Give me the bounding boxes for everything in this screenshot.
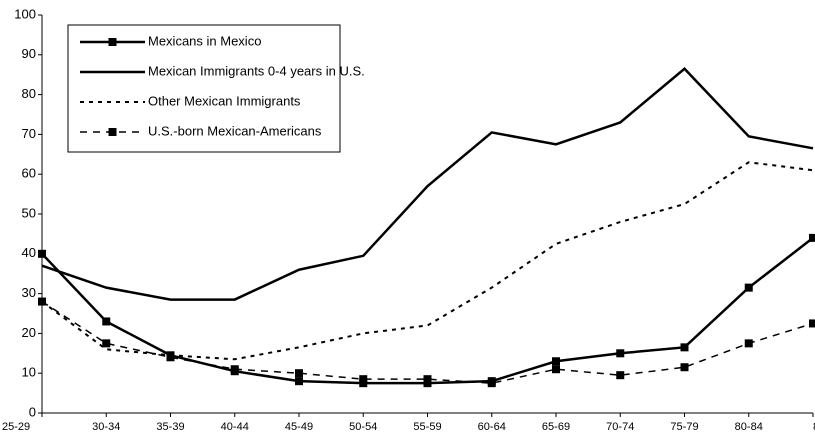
marker bbox=[744, 339, 753, 348]
x-tick-label: 60-64 bbox=[478, 421, 506, 433]
series-line bbox=[41, 67, 814, 301]
y-tick-label: 50 bbox=[22, 205, 36, 220]
y-tick-label: 80 bbox=[22, 86, 36, 101]
marker bbox=[230, 365, 239, 374]
legend-marker bbox=[108, 38, 117, 46]
marker bbox=[423, 375, 432, 384]
marker bbox=[809, 233, 815, 242]
marker bbox=[616, 371, 625, 380]
x-tick-label: 80-84 bbox=[735, 421, 763, 433]
marker bbox=[38, 249, 46, 258]
x-tick-label: 30-34 bbox=[92, 421, 120, 433]
y-tick-label: 60 bbox=[22, 166, 36, 181]
legend-label: Mexicans in Mexico bbox=[148, 33, 261, 48]
y-tick-label: 90 bbox=[22, 46, 36, 61]
marker bbox=[552, 365, 560, 374]
series-line bbox=[41, 161, 814, 361]
legend-label: Other Mexican Immigrants bbox=[148, 93, 301, 108]
marker bbox=[38, 297, 46, 306]
y-tick-label: 40 bbox=[22, 245, 36, 260]
marker bbox=[809, 319, 815, 328]
marker bbox=[102, 317, 111, 326]
y-tick-label: 10 bbox=[22, 365, 36, 380]
y-tick-label: 30 bbox=[22, 285, 36, 300]
marker bbox=[102, 339, 111, 348]
x-tick-label: 40-44 bbox=[221, 421, 249, 433]
x-tick-label: 50-54 bbox=[349, 421, 377, 433]
marker bbox=[744, 283, 753, 292]
marker bbox=[552, 357, 560, 366]
y-tick-label: 100 bbox=[14, 6, 36, 21]
legend-marker bbox=[108, 128, 117, 136]
x-tick-label: 35-39 bbox=[156, 421, 184, 433]
y-tick-label: 70 bbox=[22, 126, 36, 141]
marker bbox=[616, 349, 625, 358]
legend-label: Mexican Immigrants 0-4 years in U.S. bbox=[148, 63, 365, 78]
marker bbox=[359, 375, 368, 384]
y-tick-label: 0 bbox=[29, 404, 36, 419]
x-tick-label: 55-59 bbox=[413, 421, 441, 433]
y-tick-label: 20 bbox=[22, 325, 36, 340]
x-tick-label: 25-29 bbox=[2, 421, 30, 433]
marker bbox=[487, 379, 496, 388]
x-tick-label: 45-49 bbox=[285, 421, 313, 433]
marker bbox=[295, 369, 303, 378]
marker bbox=[680, 343, 689, 352]
x-tick-label: 85 bbox=[813, 421, 815, 433]
marker bbox=[166, 353, 175, 362]
series-line bbox=[41, 300, 814, 384]
series-line bbox=[41, 236, 814, 385]
legend-label: U.S.-born Mexican-Americans bbox=[148, 123, 322, 138]
x-tick-label: 75-79 bbox=[670, 421, 698, 433]
x-tick-label: 70-74 bbox=[606, 421, 634, 433]
marker bbox=[295, 377, 303, 386]
marker bbox=[680, 363, 689, 372]
x-tick-label: 65-69 bbox=[542, 421, 570, 433]
